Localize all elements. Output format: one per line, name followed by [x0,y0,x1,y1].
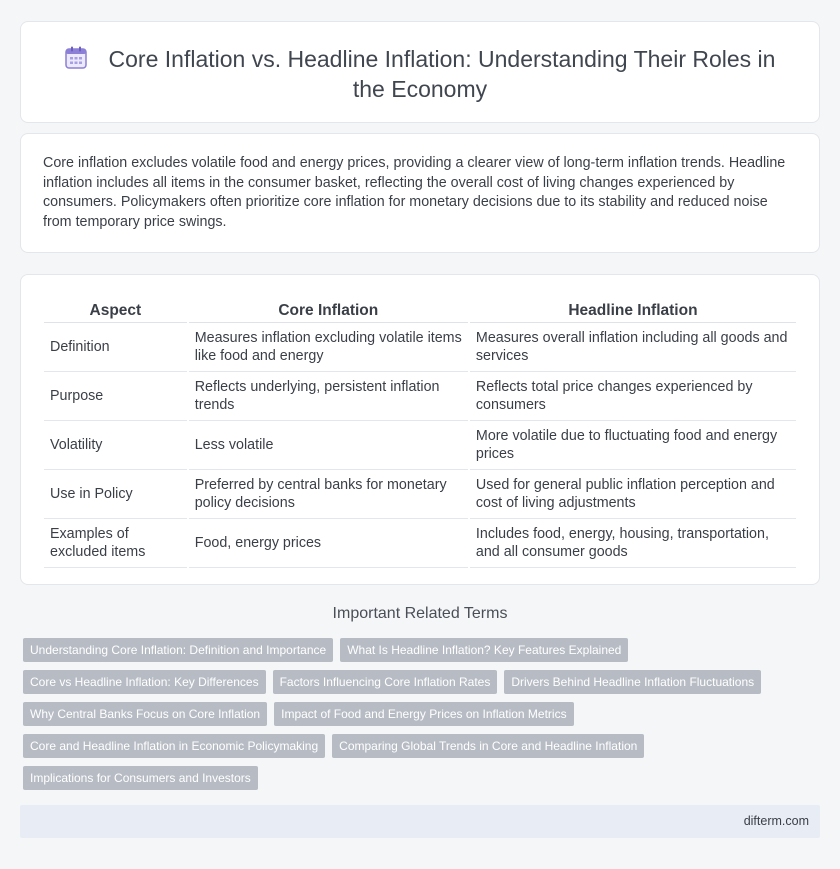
related-term-tag[interactable]: Core vs Headline Inflation: Key Differen… [23,670,266,694]
table-row: Definition Measures inflation excluding … [44,323,796,372]
related-terms-tags: Understanding Core Inflation: Definition… [23,638,813,798]
table-header-row: Aspect Core Inflation Headline Inflation [44,295,796,323]
tag-row: Why Central Banks Focus on Core Inflatio… [23,702,813,726]
table-cell: Volatility [44,421,187,470]
comparison-table: Aspect Core Inflation Headline Inflation… [42,295,798,568]
table-cell: Used for general public inflation percep… [469,470,796,519]
table-row: Volatility Less volatile More volatile d… [44,421,796,470]
table-cell: Measures overall inflation including all… [469,323,796,372]
footer: difterm.com [20,805,820,838]
related-term-tag[interactable]: Implications for Consumers and Investors [23,766,258,790]
related-term-tag[interactable]: Comparing Global Trends in Core and Head… [332,734,645,758]
table-cell: Purpose [44,372,187,421]
related-term-tag[interactable]: Core and Headline Inflation in Economic … [23,734,326,758]
related-term-tag[interactable]: Factors Influencing Core Inflation Rates [272,670,498,694]
tag-row: Core and Headline Inflation in Economic … [23,734,813,758]
related-terms-title: Important Related Terms [332,605,508,622]
related-term-tag[interactable]: Understanding Core Inflation: Definition… [23,638,334,662]
comparison-table-card: Aspect Core Inflation Headline Inflation… [20,274,820,585]
header-headline-inflation: Headline Inflation [469,295,796,323]
table-cell: Food, energy prices [188,519,468,568]
table-row: Examples of excluded items Food, energy … [44,519,796,568]
related-term-tag[interactable]: Why Central Banks Focus on Core Inflatio… [23,702,268,726]
page-title: Core Inflation vs. Headline Inflation: U… [21,44,819,104]
table-cell: Reflects underlying, persistent inflatio… [188,372,468,421]
table-cell: Measures inflation excluding volatile it… [188,323,468,372]
table-cell: Includes food, energy, housing, transpor… [469,519,796,568]
header-aspect: Aspect [44,295,187,323]
footer-site-link[interactable]: difterm.com [743,814,809,828]
tag-row: Implications for Consumers and Investors [23,766,813,790]
table-row: Purpose Reflects underlying, persistent … [44,372,796,421]
table-cell: Less volatile [188,421,468,470]
header-card: Core Inflation vs. Headline Inflation: U… [20,21,820,123]
table-cell: Preferred by central banks for monetary … [188,470,468,519]
related-term-tag[interactable]: Drivers Behind Headline Inflation Fluctu… [504,670,762,694]
related-term-tag[interactable]: What Is Headline Inflation? Key Features… [340,638,629,662]
header-core-inflation: Core Inflation [188,295,468,323]
tag-row: Core vs Headline Inflation: Key Differen… [23,670,813,694]
page-title-text: Core Inflation vs. Headline Inflation: U… [108,46,776,102]
intro-paragraph: Core inflation excludes volatile food an… [43,155,786,230]
related-term-tag[interactable]: Impact of Food and Energy Prices on Infl… [274,702,574,726]
table-row: Use in Policy Preferred by central banks… [44,470,796,519]
table-cell: Examples of excluded items [44,519,187,568]
tag-row: Understanding Core Inflation: Definition… [23,638,813,662]
calendar-icon [64,46,87,70]
table-cell: Reflects total price changes experienced… [469,372,796,421]
intro-card: Core inflation excludes volatile food an… [20,133,820,253]
table-cell: Use in Policy [44,470,187,519]
table-cell: More volatile due to fluctuating food an… [469,421,796,470]
table-cell: Definition [44,323,187,372]
